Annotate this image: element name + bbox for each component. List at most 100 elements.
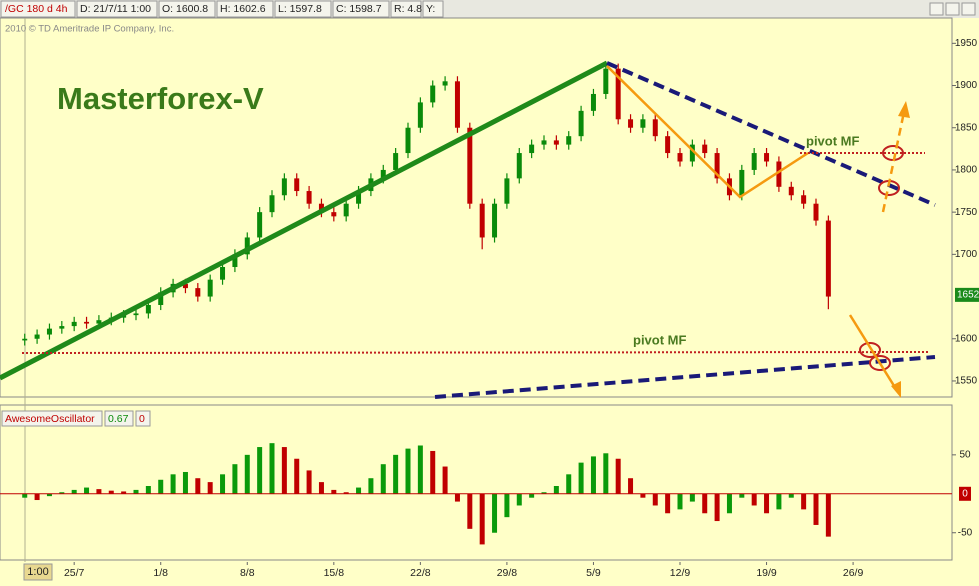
candle-body (220, 267, 226, 280)
oscillator-bar (22, 493, 28, 498)
oscillator-bar (590, 456, 596, 494)
candle-body (318, 203, 324, 213)
candle-body (504, 178, 510, 204)
oscillator-bar (665, 493, 671, 514)
indicator-value: 0.67 (108, 413, 129, 425)
oscillator-bar (813, 493, 819, 525)
candle-body (516, 153, 522, 179)
oscillator-bar (145, 486, 151, 494)
candle-body (553, 140, 559, 145)
y-tick-label: 0 (962, 488, 968, 499)
oscillator-bar (652, 493, 658, 506)
oscillator-bar (739, 493, 745, 498)
oscillator-bar (726, 493, 732, 514)
oscillator-bar (294, 458, 300, 494)
x-tick-label: 22/8 (410, 567, 431, 579)
candle-body (529, 144, 535, 154)
y-tick-label: 1800 (955, 165, 978, 176)
candle-body (628, 119, 634, 128)
zero-label-box (959, 486, 971, 501)
candle-body (96, 320, 102, 324)
header-cell (76, 0, 158, 18)
x-tick-label: 26/9 (843, 567, 864, 579)
header-cell (0, 0, 76, 18)
oscillator-bar (158, 479, 164, 494)
oscillator-bar (195, 478, 201, 494)
oscillator-bar (801, 493, 807, 510)
y-tick-label: 1700 (955, 249, 978, 260)
window-button[interactable] (929, 2, 944, 16)
trend-line (434, 355, 936, 399)
oscillator-bar (764, 493, 770, 514)
pivot-line (21, 351, 931, 354)
candle-body (331, 212, 337, 217)
x-tick-label: 5/9 (586, 567, 601, 579)
oscillator-bar (343, 492, 349, 494)
candle-body (442, 81, 448, 86)
y-tick-label: 1750 (955, 207, 978, 218)
y-tick-label: 1900 (955, 80, 978, 91)
candle-body (590, 93, 596, 111)
marks (22, 63, 831, 545)
header-cell (422, 0, 444, 18)
window-button[interactable] (945, 2, 960, 16)
candle-body (306, 191, 312, 204)
header-close: C: 1598.7 (336, 3, 382, 15)
candle-body (492, 203, 498, 238)
candle-body (84, 321, 90, 324)
oscillator-bar (121, 491, 127, 494)
oscillator-bar (442, 466, 448, 494)
candle-body (566, 136, 572, 145)
candle-body (34, 334, 40, 339)
header-cell (158, 0, 216, 18)
candle-body (71, 321, 77, 327)
header-cell (390, 0, 422, 18)
candle-body (714, 153, 720, 179)
header-cell (216, 0, 274, 18)
oscillator-bar (566, 474, 572, 494)
candle-body (825, 220, 831, 297)
y-tick-label: 1600 (955, 333, 978, 344)
candle-body (145, 304, 151, 314)
candle-body (22, 338, 28, 341)
oscillator-bar (170, 474, 176, 494)
candle-body (232, 254, 238, 268)
annotation: pivot MF (633, 332, 686, 347)
candle-body (133, 313, 139, 316)
oscillator-bar (306, 470, 312, 494)
annotation: pivot MF (806, 133, 859, 148)
candle-body (454, 81, 460, 128)
oscillator-bar (454, 493, 460, 502)
oscillator-bar (578, 462, 584, 494)
window-button[interactable] (961, 2, 976, 16)
arrow-head (891, 381, 901, 398)
oscillator-bar (553, 486, 559, 494)
candle-body (195, 288, 201, 297)
candle-body (541, 140, 547, 145)
oscillator-bar (257, 447, 263, 494)
candle-body (652, 119, 658, 137)
oscillator-bar (603, 453, 609, 494)
oscillator-bar (133, 489, 139, 494)
candle-body (677, 153, 683, 162)
arrow-head (898, 101, 910, 118)
candle-body (59, 326, 65, 329)
oscillator-bar (516, 493, 522, 506)
oscillator-bar (220, 474, 226, 494)
copyright: 2010 © TD Ameritrade IP Company, Inc. (5, 24, 174, 35)
candle-body (776, 161, 782, 187)
header-cell (332, 0, 390, 18)
trend-line (0, 60, 609, 381)
x-tick-label: 19/9 (756, 567, 777, 579)
oscillator-bar (628, 478, 634, 494)
oscillator-bar (108, 490, 114, 494)
oscillator-bar (281, 447, 287, 494)
candle-body (578, 110, 584, 137)
candle-body (764, 153, 770, 162)
candle-body (640, 119, 646, 128)
y-tick-label: 1850 (955, 122, 978, 133)
candle-body (182, 283, 188, 289)
oscillator-bar (244, 454, 250, 494)
oscillator-bar (776, 493, 782, 510)
cursor-label: 1:00 (27, 566, 48, 578)
